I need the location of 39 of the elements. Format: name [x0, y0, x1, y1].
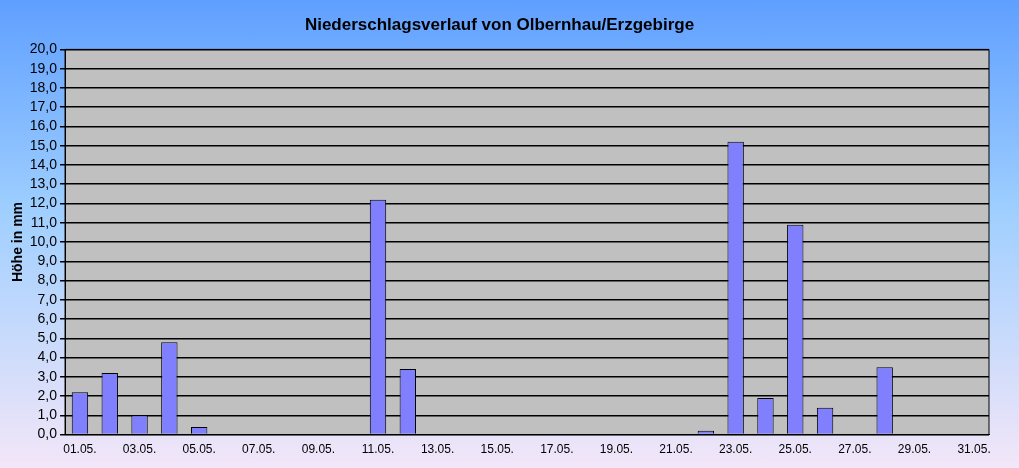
- y-tick-label: 3,0: [37, 367, 58, 384]
- y-tick-label: 20,0: [29, 40, 58, 57]
- x-tick-label: 19.05.: [599, 442, 634, 457]
- y-axis-title: Höhe in mm: [9, 201, 26, 283]
- y-tick-label: 17,0: [29, 98, 58, 115]
- x-tick-label: 13.05.: [420, 442, 455, 457]
- y-tick-label: 16,0: [29, 117, 58, 134]
- x-tick-label: 25.05.: [778, 442, 812, 457]
- x-tick-label: 09.05.: [301, 442, 336, 457]
- x-tick-label: 05.05.: [182, 442, 216, 457]
- x-tick-label: 27.05.: [838, 442, 872, 457]
- x-tick-label: 03.05.: [122, 442, 157, 457]
- y-tick-label: 14,0: [29, 155, 58, 172]
- y-tick-label: 8,0: [37, 271, 58, 288]
- y-tick-label: 13,0: [29, 175, 58, 192]
- y-tick-label: 15,0: [29, 136, 58, 153]
- y-tick-label: 4,0: [37, 348, 58, 365]
- y-tick-label: 7,0: [37, 290, 58, 307]
- x-tick-label: 01.05.: [63, 442, 97, 457]
- x-tick-label: 11.05.: [361, 442, 395, 457]
- y-tick-label: 19,0: [29, 59, 58, 76]
- y-tick-label: 5,0: [37, 329, 58, 346]
- y-tick-label: 2,0: [37, 386, 58, 403]
- y-tick-label: 9,0: [37, 252, 58, 269]
- x-tick-label: 17.05.: [540, 442, 574, 457]
- x-tick-label: 31.05.: [957, 442, 991, 457]
- chart-title: Niederschlagsverlauf von Olbernhau/Erzgebirge: [304, 14, 695, 34]
- y-tick-label: 11,0: [30, 213, 58, 230]
- x-tick-label: 15.05.: [480, 442, 514, 457]
- y-tick-label: 1,0: [37, 406, 58, 423]
- x-tick-label: 21.05.: [659, 442, 693, 457]
- x-tick-label: 07.05.: [242, 442, 276, 457]
- y-tick-label: 12,0: [29, 194, 58, 211]
- y-tick-label: 0,0: [37, 425, 58, 442]
- x-tick-label: 23.05.: [718, 442, 753, 457]
- y-tick-label: 10,0: [29, 232, 58, 249]
- y-tick-label: 18,0: [29, 78, 58, 95]
- x-tick-label: 29.05.: [897, 442, 932, 457]
- y-tick-label: 6,0: [37, 309, 58, 326]
